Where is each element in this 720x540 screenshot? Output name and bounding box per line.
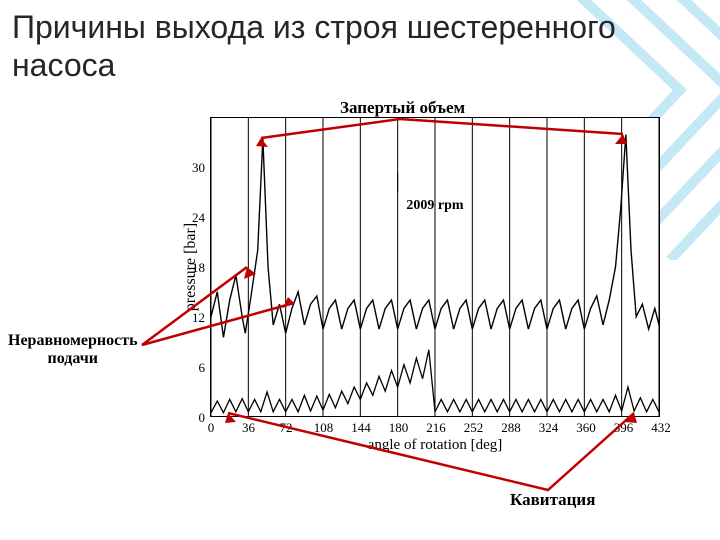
ytick: 18 [192,260,205,276]
page-title: Причины выхода из строя шестеренного нас… [12,8,720,85]
xtick: 180 [389,420,409,436]
ytick: 6 [199,360,206,376]
annotation-cavitation: Кавитация [510,490,595,510]
xtick: 396 [614,420,634,436]
uneven-line2: подачи [48,350,98,367]
xtick: 216 [426,420,446,436]
annotation-trapped-volume: Запертый объем [340,98,465,118]
xtick: 252 [464,420,484,436]
plot-svg [211,118,659,416]
plot-area: 2009 rpm pressure [bar] angle of rotatio… [210,117,660,417]
xtick: 360 [576,420,596,436]
ytick: 30 [192,160,205,176]
xtick: 72 [280,420,293,436]
xtick: 36 [242,420,255,436]
xtick: 0 [208,420,215,436]
pressure-chart: 2009 rpm pressure [bar] angle of rotatio… [160,105,680,465]
xtick: 144 [351,420,371,436]
ytick: 0 [199,410,206,426]
rpm-label: 2009 rpm [406,198,463,214]
xtick: 288 [501,420,521,436]
ytick: 12 [192,310,205,326]
ytick: 24 [192,210,205,226]
x-axis-label: angle of rotation [deg] [368,437,503,454]
xtick: 108 [314,420,334,436]
uneven-line1: Неравномерность [8,332,138,349]
annotation-uneven-delivery: Неравномерность подачи [8,332,138,368]
xtick: 432 [651,420,671,436]
xtick: 324 [539,420,559,436]
